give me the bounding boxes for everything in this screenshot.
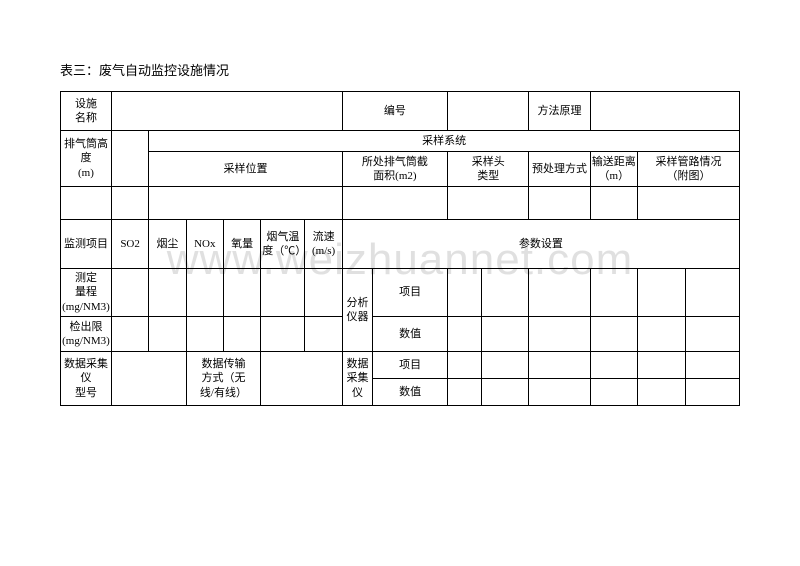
label-data-transfer: 数据传输方式（无线/有线）	[186, 351, 261, 405]
label-flow-rate: 流速(m/s)	[305, 220, 342, 269]
main-table: 设施名称 编号 方法原理 排气筒高度(m) 采样系统 采样位置 所处排气筒截面积…	[60, 91, 740, 406]
cell-r4-6	[529, 187, 590, 220]
cell-mr-nox	[186, 269, 223, 317]
cell-dl-flow	[305, 316, 342, 351]
cell-a-val-5	[638, 316, 686, 351]
cell-a-val-3	[529, 316, 590, 351]
cell-dc-val-3	[529, 378, 590, 405]
cell-dc-item-2	[481, 351, 529, 378]
cell-a-item-2	[481, 269, 529, 317]
label-pipeline-status: 采样管路情况（附图）	[638, 152, 740, 187]
cell-dc-model	[111, 351, 186, 405]
cell-mr-flow	[305, 269, 342, 317]
cell-a-item-1	[448, 269, 482, 317]
cell-mr-so2	[111, 269, 148, 317]
cell-dc-item-3	[529, 351, 590, 378]
cell-dl-smoke	[149, 316, 186, 351]
cell-facility-name	[111, 92, 342, 131]
cell-dl-so2	[111, 316, 148, 351]
cell-stack-height	[111, 131, 148, 187]
label-facility-name: 设施名称	[61, 92, 112, 131]
label-dc-item: 项目	[373, 351, 448, 378]
cell-a-val-4	[590, 316, 638, 351]
cell-r4-7	[590, 187, 638, 220]
label-oxygen: 氧量	[223, 220, 260, 269]
cell-a-val-2	[481, 316, 529, 351]
label-detection-limit: 检出限(mg/NM3)	[61, 316, 112, 351]
cell-r4-3	[149, 187, 343, 220]
cell-dc-item-1	[448, 351, 482, 378]
cell-a-item-6	[685, 269, 739, 317]
cell-r4-2	[111, 187, 148, 220]
cell-dc-val-4	[590, 378, 638, 405]
cell-dc-val-6	[685, 378, 739, 405]
cell-mr-oxygen	[223, 269, 260, 317]
cell-dc-item-4	[590, 351, 638, 378]
label-cross-area: 所处排气筒截面积(m2)	[342, 152, 447, 187]
cell-data-transfer	[261, 351, 342, 405]
cell-a-item-5	[638, 269, 686, 317]
label-flue-temp: 烟气温度（℃）	[261, 220, 305, 269]
cell-number	[448, 92, 529, 131]
cell-dl-nox	[186, 316, 223, 351]
label-number: 编号	[342, 92, 447, 131]
label-dc-value: 数值	[373, 378, 448, 405]
cell-dc-item-5	[638, 351, 686, 378]
cell-a-val-6	[685, 316, 739, 351]
cell-dc-val-1	[448, 378, 482, 405]
label-measure-range: 测定量程(mg/NM3)	[61, 269, 112, 317]
cell-r4-5	[448, 187, 529, 220]
page: 表三：废气自动监控设施情况 设施名称 编号 方法原理	[0, 0, 800, 406]
label-smoke: 烟尘	[149, 220, 186, 269]
label-data-collector-model: 数据采集仪型号	[61, 351, 112, 405]
label-stack-height: 排气筒高度(m)	[61, 131, 112, 187]
label-sampling-position: 采样位置	[149, 152, 343, 187]
cell-dl-temp	[261, 316, 305, 351]
cell-a-val-1	[448, 316, 482, 351]
label-so2: SO2	[111, 220, 148, 269]
label-monitor-items: 监测项目	[61, 220, 112, 269]
label-sampling-system: 采样系统	[149, 131, 740, 152]
cell-dl-oxygen	[223, 316, 260, 351]
cell-method-principle	[590, 92, 739, 131]
label-analyzer-value: 数值	[373, 316, 448, 351]
cell-r4-4	[342, 187, 447, 220]
label-transport-distance: 输送距离（m）	[590, 152, 638, 187]
label-analyzer: 分析仪器	[342, 269, 373, 352]
label-nox: NOx	[186, 220, 223, 269]
cell-dc-val-2	[481, 378, 529, 405]
cell-dc-val-5	[638, 378, 686, 405]
cell-a-item-4	[590, 269, 638, 317]
label-probe-type: 采样头类型	[448, 152, 529, 187]
cell-r4-1	[61, 187, 112, 220]
cell-mr-temp	[261, 269, 305, 317]
label-analyzer-item: 项目	[373, 269, 448, 317]
cell-dc-item-6	[685, 351, 739, 378]
cell-r4-8	[638, 187, 740, 220]
label-method-principle: 方法原理	[529, 92, 590, 131]
label-data-collector: 数据采集仪	[342, 351, 373, 405]
label-pretreatment: 预处理方式	[529, 152, 590, 187]
table-title: 表三：废气自动监控设施情况	[60, 60, 740, 79]
cell-mr-smoke	[149, 269, 186, 317]
cell-a-item-3	[529, 269, 590, 317]
label-param-setting: 参数设置	[342, 220, 739, 269]
